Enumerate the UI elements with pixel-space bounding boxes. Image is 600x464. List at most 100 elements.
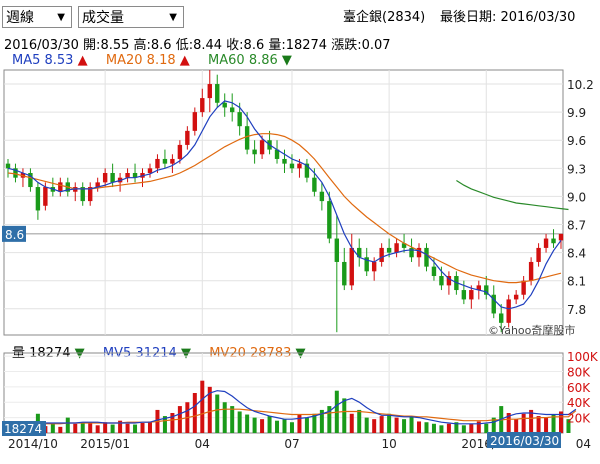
ma20-arrow-icon: ▲ <box>179 53 190 68</box>
volume-bar <box>454 422 459 433</box>
volume-bar <box>349 413 354 433</box>
candle-body <box>499 313 504 323</box>
volume-bar <box>319 409 324 433</box>
price-tick-label: 8.7 <box>567 219 586 233</box>
price-tick-label: 10.2 <box>567 78 594 92</box>
volume-bar <box>133 424 138 433</box>
ma5-arrow-icon: ▲ <box>77 53 88 68</box>
candle-body <box>521 280 526 295</box>
candle-body <box>274 149 280 159</box>
volume-bar <box>379 416 384 433</box>
volume-bar <box>200 380 205 433</box>
candle-body <box>102 173 108 183</box>
volume-indicator-select-value: 成交量 <box>82 10 124 26</box>
volume-bar <box>476 421 481 433</box>
ma20-label: MA20 8.18 <box>105 53 176 68</box>
price-tick-label: 8.4 <box>567 247 586 261</box>
volume-bar <box>409 416 414 433</box>
candle-body <box>28 173 33 188</box>
candle-body <box>513 294 519 300</box>
candle-body <box>5 163 11 169</box>
candle-body <box>155 158 160 169</box>
candle-body <box>289 163 295 169</box>
candle-body <box>528 261 534 281</box>
volume-bar <box>461 425 466 433</box>
ma5-line <box>7 100 562 310</box>
last-date-label: 最後日期: 2016/03/30 <box>440 10 576 25</box>
mv5-line <box>8 390 577 426</box>
volume-bar <box>529 409 534 433</box>
candle-body <box>334 238 340 262</box>
volume-bar <box>267 416 272 433</box>
volume-bar <box>536 416 541 433</box>
price-panel-frame <box>3 69 564 336</box>
volume-bar <box>192 393 197 433</box>
candle-body <box>551 238 556 244</box>
current-volume-badge <box>2 421 46 436</box>
candle-body <box>304 163 310 178</box>
volume-bar <box>207 386 212 433</box>
candle-body <box>13 168 18 178</box>
volume-bar <box>289 422 294 433</box>
volume-bar <box>230 406 235 433</box>
volume-tick-label: 80K <box>567 365 591 379</box>
ma-legend: MA5 8.53 ▲ MA20 8.18 ▲ MA60 8.86 ▼ <box>12 53 292 68</box>
candle-body <box>312 177 317 192</box>
volume-bar <box>439 425 444 433</box>
volume-bar <box>237 411 242 433</box>
volume-bar <box>431 423 436 433</box>
candle-body <box>394 243 399 253</box>
volume-indicator-select[interactable]: 成交量 ▼ <box>78 6 184 28</box>
candle-body <box>215 84 220 103</box>
volume-tick-label: 20K <box>567 412 591 426</box>
ma20-line <box>7 133 562 284</box>
candle-body <box>132 173 138 178</box>
candle-body <box>244 126 250 150</box>
last-date-label: 2016/03/30 <box>490 434 559 448</box>
current-price-label: 8.6 <box>5 228 24 242</box>
price-tick-label: 9.6 <box>567 134 586 148</box>
volume-bar <box>342 398 347 433</box>
price-tick-label: 9.9 <box>567 106 586 120</box>
candle-body <box>484 285 489 295</box>
candle-body <box>58 182 63 192</box>
volume-bar <box>147 421 152 433</box>
price-tick-label: 9.0 <box>567 190 586 204</box>
volume-bar <box>245 414 250 433</box>
candle-body <box>162 158 168 164</box>
candle-body <box>416 247 422 258</box>
volume-bar <box>58 426 63 433</box>
candle-body <box>229 107 235 113</box>
price-tick-label: 9.3 <box>567 162 586 176</box>
ma60-label: MA60 8.86 <box>208 53 278 68</box>
volume-bar <box>469 423 474 433</box>
current-volume-label: 18274 <box>4 422 42 436</box>
volume-bar <box>260 419 265 433</box>
candlesticks <box>5 70 564 333</box>
last-date-badge <box>487 432 561 448</box>
chevron-down-icon: ▼ <box>57 12 65 23</box>
period-select[interactable]: 週線 ▼ <box>2 6 72 28</box>
volume-bar <box>327 406 332 433</box>
volume-bar <box>80 422 85 433</box>
volume-tick-label: 100K <box>567 350 599 364</box>
volume-bar <box>222 402 227 433</box>
x-tick-label: 10 <box>381 437 396 451</box>
ma60-line <box>456 179 569 211</box>
candle-body <box>95 182 100 188</box>
candle-body <box>536 247 541 262</box>
candle-body <box>558 233 564 241</box>
candle-body <box>200 98 205 113</box>
volume-bar <box>387 413 392 433</box>
candle-body <box>35 187 41 211</box>
volume-bar <box>215 394 220 433</box>
volume-bar <box>364 417 369 433</box>
volume-bar <box>446 423 451 433</box>
volume-bar <box>118 420 123 433</box>
candle-body <box>424 247 429 267</box>
volume-tick-label: 60K <box>567 381 591 395</box>
candle-body <box>252 149 257 155</box>
candle-body <box>177 144 183 159</box>
volume-bar <box>544 417 549 433</box>
